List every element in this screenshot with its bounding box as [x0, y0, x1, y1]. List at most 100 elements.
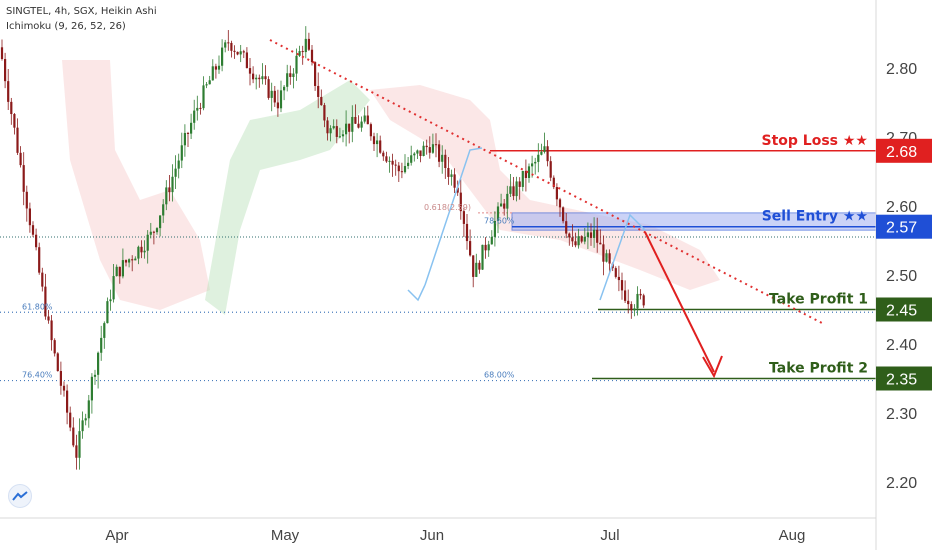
- candle-body: [540, 151, 543, 155]
- candle-body: [509, 186, 512, 194]
- candle-body: [211, 66, 214, 81]
- candle-body: [506, 193, 509, 209]
- candle-body: [524, 170, 527, 178]
- candle-body: [87, 400, 90, 419]
- candle-body: [555, 187, 558, 200]
- candle-body: [422, 145, 425, 156]
- candle-body: [208, 80, 211, 85]
- candle-body: [16, 127, 19, 153]
- projection-arrow: [644, 231, 715, 373]
- candle-body: [174, 168, 177, 177]
- fib-label: 61.80%: [22, 302, 53, 311]
- candle-body: [140, 246, 143, 253]
- candle-body: [239, 51, 242, 55]
- fib-label: 76.40%: [22, 371, 53, 380]
- candle-body: [630, 304, 633, 311]
- candle-body: [549, 161, 552, 178]
- candle-body: [382, 152, 385, 157]
- x-tick-label: May: [271, 527, 300, 544]
- candle-body: [267, 79, 270, 98]
- candle-body: [314, 62, 317, 86]
- candle-body: [106, 301, 109, 324]
- level-label: Take Profit 1: [769, 292, 868, 308]
- y-tick-label: 2.30: [886, 406, 917, 423]
- candle-body: [286, 73, 289, 87]
- candle-body: [341, 134, 345, 137]
- candle-body: [202, 85, 205, 109]
- candle-body: [233, 50, 236, 52]
- candle-body: [379, 140, 382, 153]
- price-tag-label: 2.45: [886, 303, 917, 320]
- candle-body: [121, 260, 124, 277]
- candle-body: [224, 42, 227, 48]
- tradingview-logo-icon[interactable]: [8, 484, 32, 508]
- x-tick-label: Jul: [600, 527, 619, 544]
- candle-body: [627, 300, 630, 305]
- candle-body: [397, 165, 400, 172]
- candle-body: [369, 124, 372, 137]
- candle-body: [475, 262, 478, 277]
- projection-arrow-head: [702, 355, 723, 379]
- candle-body: [97, 352, 100, 375]
- candle-body: [620, 280, 624, 291]
- candle-body: [100, 337, 103, 353]
- fib-label: 68.00%: [484, 371, 515, 380]
- price-tag: [876, 214, 932, 239]
- candle-body: [410, 155, 413, 163]
- candle-body: [35, 234, 38, 248]
- wave-marker: [599, 213, 646, 301]
- fib-label: 78.60%: [484, 217, 515, 226]
- fib-label: 0.618(2.59): [424, 203, 471, 212]
- candle-body: [639, 293, 642, 296]
- candle-body: [562, 207, 565, 222]
- candle-body: [38, 247, 41, 273]
- candle-body: [152, 231, 155, 233]
- candle-body: [279, 90, 283, 109]
- candle-body: [496, 206, 500, 221]
- candle-body: [357, 123, 360, 128]
- candle-body: [345, 123, 348, 135]
- candle-body: [75, 445, 78, 458]
- candle-body: [72, 427, 75, 446]
- y-tick-label: 2.60: [886, 199, 917, 216]
- candle-body: [248, 68, 252, 74]
- candle-body: [112, 276, 115, 300]
- candle-body: [227, 42, 230, 44]
- y-tick-label: 2.20: [886, 475, 917, 492]
- candle-body: [407, 162, 410, 167]
- candle-body: [558, 199, 562, 208]
- candle-body: [366, 115, 369, 125]
- candle-body: [183, 132, 186, 146]
- candle-body: [22, 165, 25, 192]
- candle-body: [252, 73, 255, 80]
- candle-body: [329, 128, 332, 134]
- candle-body: [177, 160, 180, 169]
- candle-body: [326, 120, 329, 134]
- y-tick-label: 2.50: [886, 268, 917, 285]
- candle-body: [456, 187, 459, 193]
- candle-body: [376, 140, 379, 145]
- candle-body: [580, 236, 583, 242]
- candle-body: [431, 144, 434, 153]
- candle-body: [441, 154, 444, 162]
- candle-body: [103, 323, 106, 338]
- candle-body: [295, 55, 298, 74]
- candle-body: [134, 258, 137, 261]
- candle-body: [543, 146, 546, 152]
- candle-body: [317, 85, 320, 97]
- x-tick-label: Apr: [105, 527, 128, 544]
- candle-body: [465, 223, 469, 242]
- candle-body: [394, 164, 397, 166]
- level-label: Take Profit 2: [769, 361, 868, 377]
- symbol-title: SINGTEL, 4h, SGX, Heikin Ashi: [6, 6, 157, 17]
- candle-body: [128, 259, 131, 263]
- candle-body: [419, 150, 422, 156]
- candle-body: [217, 65, 221, 70]
- price-tag-label: 2.35: [886, 372, 917, 389]
- candle-body: [25, 191, 28, 209]
- candle-body: [62, 385, 66, 391]
- candle-body: [7, 81, 10, 102]
- candle-body: [304, 38, 307, 53]
- candle-body: [596, 229, 599, 243]
